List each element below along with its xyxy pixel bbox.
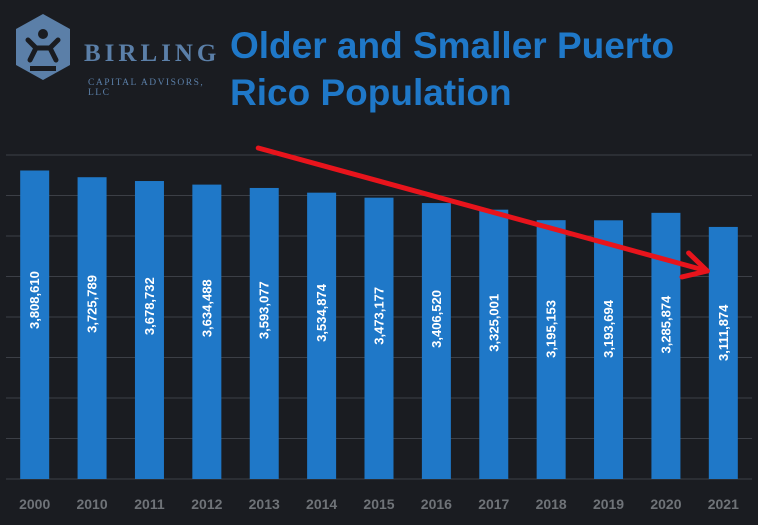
bar-2000: [20, 170, 50, 479]
bar-2010: [77, 177, 107, 479]
birling-emblem-icon: [16, 14, 70, 80]
x-tick-label: 2016: [421, 496, 452, 512]
x-tick-label: 2021: [708, 496, 739, 512]
birling-logo: BIRLING CAPITAL ADVISORS, LLC: [8, 10, 228, 98]
trend-arrow-line: [255, 145, 710, 274]
bar-2015: [364, 197, 394, 479]
x-tick-label: 2010: [76, 496, 107, 512]
bar-value-label: 3,593,077: [257, 281, 272, 339]
chart-title-line-2: Rico Population: [230, 72, 512, 113]
bar-value-label: 3,111,874: [716, 304, 731, 361]
bar-value-label: 3,285,874: [658, 295, 673, 354]
bar-2012: [192, 184, 222, 479]
x-tick-label: 2018: [536, 496, 567, 512]
bar-value-label: 3,678,732: [142, 277, 157, 335]
trend-arrow-head: [679, 250, 710, 280]
bar-2021: [708, 226, 738, 479]
x-tick-label: 2012: [191, 496, 222, 512]
bar-value-label: 3,193,694: [601, 299, 616, 358]
logo-subtitle: CAPITAL ADVISORS, LLC: [88, 78, 205, 98]
bar-value-label: 3,195,153: [544, 300, 559, 358]
bar-value-label: 3,534,874: [314, 283, 329, 342]
bar-value-label: 3,634,488: [199, 279, 214, 337]
bar-value-label: 3,406,520: [429, 290, 444, 348]
bar-value-label: 3,325,001: [486, 294, 501, 352]
x-tick-label: 2011: [134, 496, 165, 512]
bar-value-label: 3,725,789: [85, 275, 100, 333]
x-tick-label: 2017: [478, 496, 509, 512]
bar-2011: [134, 181, 164, 479]
bar-2019: [594, 220, 624, 479]
chart-title-line-1: Older and Smaller Puerto: [230, 25, 675, 66]
x-tick-label: 2000: [19, 496, 50, 512]
x-tick-label: 2013: [249, 496, 280, 512]
x-tick-label: 2015: [363, 496, 394, 512]
bar-2014: [307, 192, 337, 479]
bar-2016: [421, 203, 451, 479]
bar-value-label: 3,473,177: [372, 287, 387, 345]
bar-2017: [479, 209, 509, 479]
bar-2013: [249, 187, 279, 480]
chart-title: Older and Smaller Puerto Rico Population: [230, 22, 750, 116]
logo-wordmark: BIRLING: [84, 40, 221, 67]
x-tick-label: 2019: [593, 496, 624, 512]
x-tick-label: 2014: [306, 496, 337, 512]
bar-value-label: 3,808,610: [27, 271, 42, 329]
x-tick-label: 2020: [650, 496, 681, 512]
bar-2018: [536, 220, 566, 479]
